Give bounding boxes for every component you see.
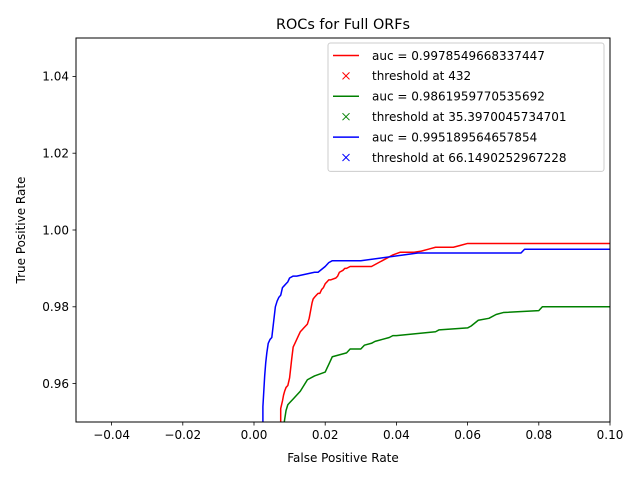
series-line-2 (283, 306, 610, 422)
y-tick-label: 0.98 (42, 300, 69, 314)
legend-label: threshold at 432 (372, 69, 471, 83)
legend-x-marker (342, 112, 350, 121)
x-axis-title: False Positive Rate (287, 451, 399, 465)
x-tick-label: −0.04 (93, 428, 130, 442)
x-tick-label: 0.04 (383, 428, 410, 442)
legend-x-marker (342, 153, 350, 162)
y-axis: 0.96 0.98 1.00 1.02 1.04 (42, 70, 76, 391)
legend-x-marker (342, 72, 350, 80)
y-axis-title: True Positive Rate (14, 177, 28, 285)
legend-label: auc = 0.9861959770535692 (372, 90, 545, 104)
legend-box (327, 42, 605, 172)
legend-label: auc = 0.995189564657854 (372, 130, 537, 144)
y-tick-label: 1.02 (42, 147, 69, 161)
legend-label: threshold at 35.3970045734701 (372, 110, 567, 124)
series-line-3 (262, 248, 610, 422)
series-layer (262, 242, 610, 422)
x-tick-label: −0.02 (164, 428, 201, 442)
legend-label: threshold at 66.1490252967228 (372, 151, 567, 165)
x-axis: −0.04 −0.02 0.00 0.02 0.04 0.06 0.08 0.10 (93, 422, 623, 442)
series-line-1 (279, 242, 610, 422)
legend-label: auc = 0.9978549668337447 (372, 49, 545, 63)
x-tick-label: 0.00 (241, 428, 268, 442)
y-tick-label: 1.00 (42, 223, 69, 237)
chart-title: ROCs for Full ORFs (276, 17, 410, 33)
x-tick-label: 0.02 (312, 428, 339, 442)
y-tick-label: 0.96 (42, 377, 69, 391)
x-tick-label: 0.10 (597, 428, 624, 442)
x-tick-label: 0.08 (525, 428, 552, 442)
legend: auc = 0.9978549668337447 threshold at 432… (327, 42, 605, 172)
x-tick-label: 0.06 (454, 428, 481, 442)
y-tick-label: 1.04 (42, 70, 69, 84)
